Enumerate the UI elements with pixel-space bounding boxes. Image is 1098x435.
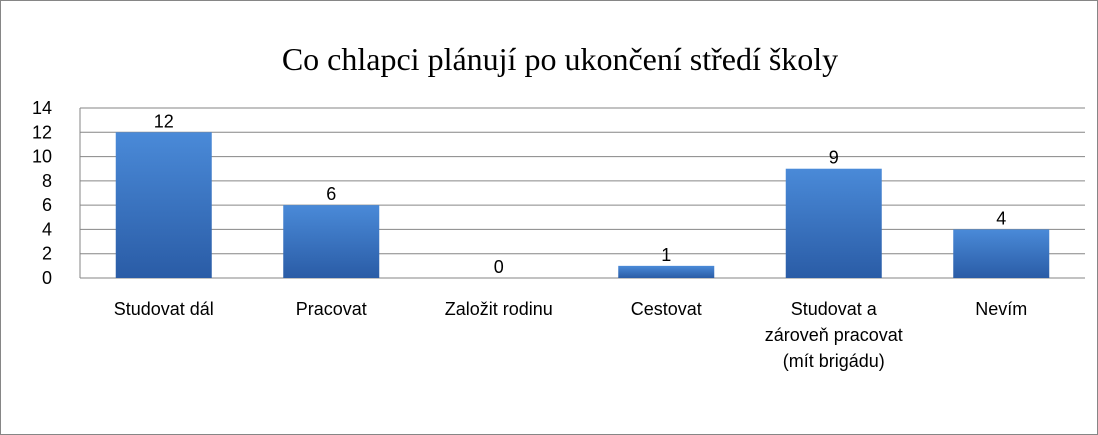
x-tick-label: Založit rodinu [445, 299, 553, 319]
x-tick-label: Cestovat [631, 299, 702, 319]
x-tick-label: Nevím [975, 299, 1027, 319]
x-tick-label: Studovat a zároveň pracovat (mít brigádu) [765, 299, 903, 371]
bar [618, 265, 715, 278]
x-tick-label: Pracovat [296, 299, 367, 319]
data-label: 6 [326, 184, 336, 204]
y-tick-label: 14 [32, 98, 52, 118]
y-tick-label: 4 [42, 219, 52, 239]
y-tick-label: 6 [42, 195, 52, 215]
y-tick-label: 2 [42, 244, 52, 264]
data-label: 1 [661, 245, 671, 265]
data-label: 9 [829, 148, 839, 168]
data-label: 4 [996, 208, 1006, 228]
y-tick-label: 0 [42, 268, 52, 288]
data-label: 12 [154, 111, 174, 131]
y-tick-label: 10 [32, 147, 52, 167]
y-tick-label: 12 [32, 122, 52, 142]
bar [115, 132, 212, 278]
chart-title: Co chlapci plánují po ukončení středí šk… [282, 41, 838, 77]
bar [283, 205, 380, 278]
data-label: 0 [494, 257, 504, 277]
x-tick-label: Studovat dál [114, 299, 214, 319]
bar [785, 168, 882, 278]
y-tick-label: 8 [42, 171, 52, 191]
bar [953, 229, 1050, 278]
